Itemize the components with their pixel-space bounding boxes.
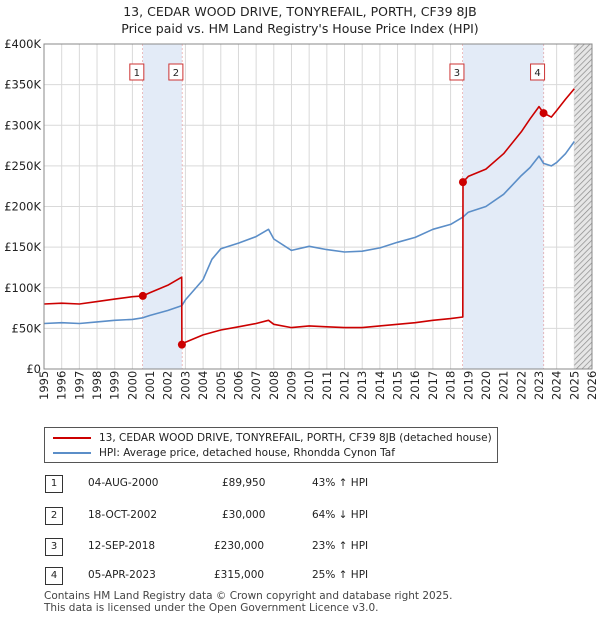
- series-lines: [43, 88, 575, 346]
- x-tick-label: 2024: [550, 371, 564, 400]
- shaded-range: [142, 44, 182, 369]
- x-tick-label: 2011: [320, 371, 334, 400]
- x-tick-label: 2015: [391, 371, 405, 400]
- sale-price: £230,000: [214, 540, 265, 552]
- x-tick-label: 2005: [214, 371, 228, 400]
- y-tick-label: £400K: [4, 37, 41, 51]
- sale-label-box: [129, 63, 145, 81]
- x-tick-label: 2013: [355, 371, 369, 400]
- x-tick-label: 2017: [426, 371, 440, 400]
- y-tick-label: £350K: [4, 78, 41, 92]
- x-tick-label: 2006: [231, 371, 245, 400]
- sale-label: 4: [534, 68, 540, 79]
- sale-date: 18-OCT-2002: [88, 509, 157, 521]
- y-tick-label: £100K: [4, 281, 41, 295]
- legend-swatch-hpi: [53, 452, 91, 454]
- x-tick-label: 2014: [373, 371, 387, 400]
- x-tick-label: 2020: [479, 371, 493, 400]
- sale-number-badge: 4: [45, 567, 63, 585]
- legend: 13, CEDAR WOOD DRIVE, TONYREFAIL, PORTH,…: [44, 427, 498, 463]
- hpi-change: 43% ↑ HPI: [312, 477, 369, 489]
- x-tick-label: 2025: [567, 371, 581, 400]
- x-tick-label: 2021: [497, 371, 511, 400]
- sale-number-badge: 2: [45, 507, 63, 525]
- x-tick-label: 2002: [161, 371, 175, 400]
- x-tick-label: 1995: [37, 371, 51, 400]
- footer-copyright: Contains HM Land Registry data © Crown c…: [44, 590, 453, 602]
- y-tick-label: £50K: [12, 321, 42, 335]
- x-tick-label: 1996: [55, 371, 69, 400]
- sale-price: £315,000: [214, 569, 265, 581]
- hpi-change: 25% ↑ HPI: [312, 569, 369, 581]
- table-row: 4 05-APR-2023 £315,000 25% ↑ HPI: [0, 567, 600, 587]
- x-tick-label: 2019: [461, 371, 475, 400]
- hpi-change: 23% ↑ HPI: [312, 540, 369, 552]
- sale-point: [138, 291, 147, 300]
- x-tick-label: 2000: [125, 371, 139, 400]
- table-row: 2 18-OCT-2002 £30,000 64% ↓ HPI: [0, 507, 600, 527]
- sale-markers: 1 2 3 4: [129, 63, 548, 349]
- x-tick-label: 2012: [338, 371, 352, 400]
- table-row: 3 12-SEP-2018 £230,000 23% ↑ HPI: [0, 538, 600, 558]
- x-tick-label: 2018: [444, 371, 458, 400]
- x-tick-label: 2004: [196, 371, 210, 400]
- sale-label-box: [168, 63, 184, 81]
- y-tick-label: £300K: [4, 118, 41, 132]
- shaded-range: [462, 44, 544, 369]
- x-tick-label: 1999: [108, 371, 122, 400]
- y-tick-label: £200K: [4, 200, 41, 214]
- legend-item-property: 13, CEDAR WOOD DRIVE, TONYREFAIL, PORTH,…: [53, 431, 492, 445]
- sale-label: 1: [134, 68, 140, 79]
- x-tick-label: 2008: [267, 371, 281, 400]
- future-region: [574, 44, 592, 369]
- sale-label-box: [449, 63, 465, 81]
- table-row: 1 04-AUG-2000 £89,950 43% ↑ HPI: [0, 475, 600, 495]
- x-tick-label: 2003: [178, 371, 192, 400]
- sale-label: 2: [173, 68, 179, 79]
- x-tick-label: 2026: [585, 371, 599, 400]
- property-price-line: [43, 88, 575, 346]
- x-tick-label: 2009: [284, 371, 298, 400]
- x-tick-label: 1997: [72, 371, 86, 400]
- sale-price: £89,950: [222, 477, 266, 489]
- legend-swatch-property: [53, 437, 91, 439]
- y-tick-label: £150K: [4, 240, 41, 254]
- chart-title: 13, CEDAR WOOD DRIVE, TONYREFAIL, PORTH,…: [123, 4, 477, 19]
- sale-price: £30,000: [222, 509, 266, 521]
- chart-subtitle: Price paid vs. HM Land Registry's House …: [121, 21, 479, 36]
- y-tick-label: £0: [26, 362, 41, 376]
- sale-number-badge: 3: [45, 538, 63, 556]
- x-tick-label: 1998: [90, 371, 104, 400]
- sale-number-badge: 1: [45, 475, 63, 493]
- x-tick-label: 2001: [143, 371, 157, 400]
- x-tick-label: 2007: [249, 371, 263, 400]
- sale-label-box: [530, 63, 546, 81]
- sale-date: 12-SEP-2018: [88, 540, 156, 552]
- sale-point: [458, 178, 467, 187]
- legend-item-hpi: HPI: Average price, detached house, Rhon…: [53, 446, 395, 460]
- footer-licence: This data is licensed under the Open Gov…: [44, 602, 379, 614]
- x-tick-label: 2022: [514, 371, 528, 400]
- legend-label-hpi: HPI: Average price, detached house, Rhon…: [99, 447, 395, 459]
- y-tick-label: £250K: [4, 159, 41, 173]
- x-tick-label: 2016: [408, 371, 422, 400]
- hpi-change: 64% ↓ HPI: [312, 509, 369, 521]
- sale-point: [177, 340, 186, 349]
- sale-date: 04-AUG-2000: [88, 477, 159, 489]
- sale-label: 3: [454, 68, 460, 79]
- hpi-line: [43, 141, 575, 325]
- sale-point: [539, 109, 548, 118]
- x-tick-label: 2023: [532, 371, 546, 400]
- x-tick-label: 2010: [302, 371, 316, 400]
- plot-border: [43, 43, 593, 370]
- axis-labels: £0 £50K £100K £150K £200K £250K £300K £350K £400…: [4, 37, 599, 400]
- sale-date: 05-APR-2023: [88, 569, 156, 581]
- legend-label-property: 13, CEDAR WOOD DRIVE, TONYREFAIL, PORTH,…: [99, 432, 492, 444]
